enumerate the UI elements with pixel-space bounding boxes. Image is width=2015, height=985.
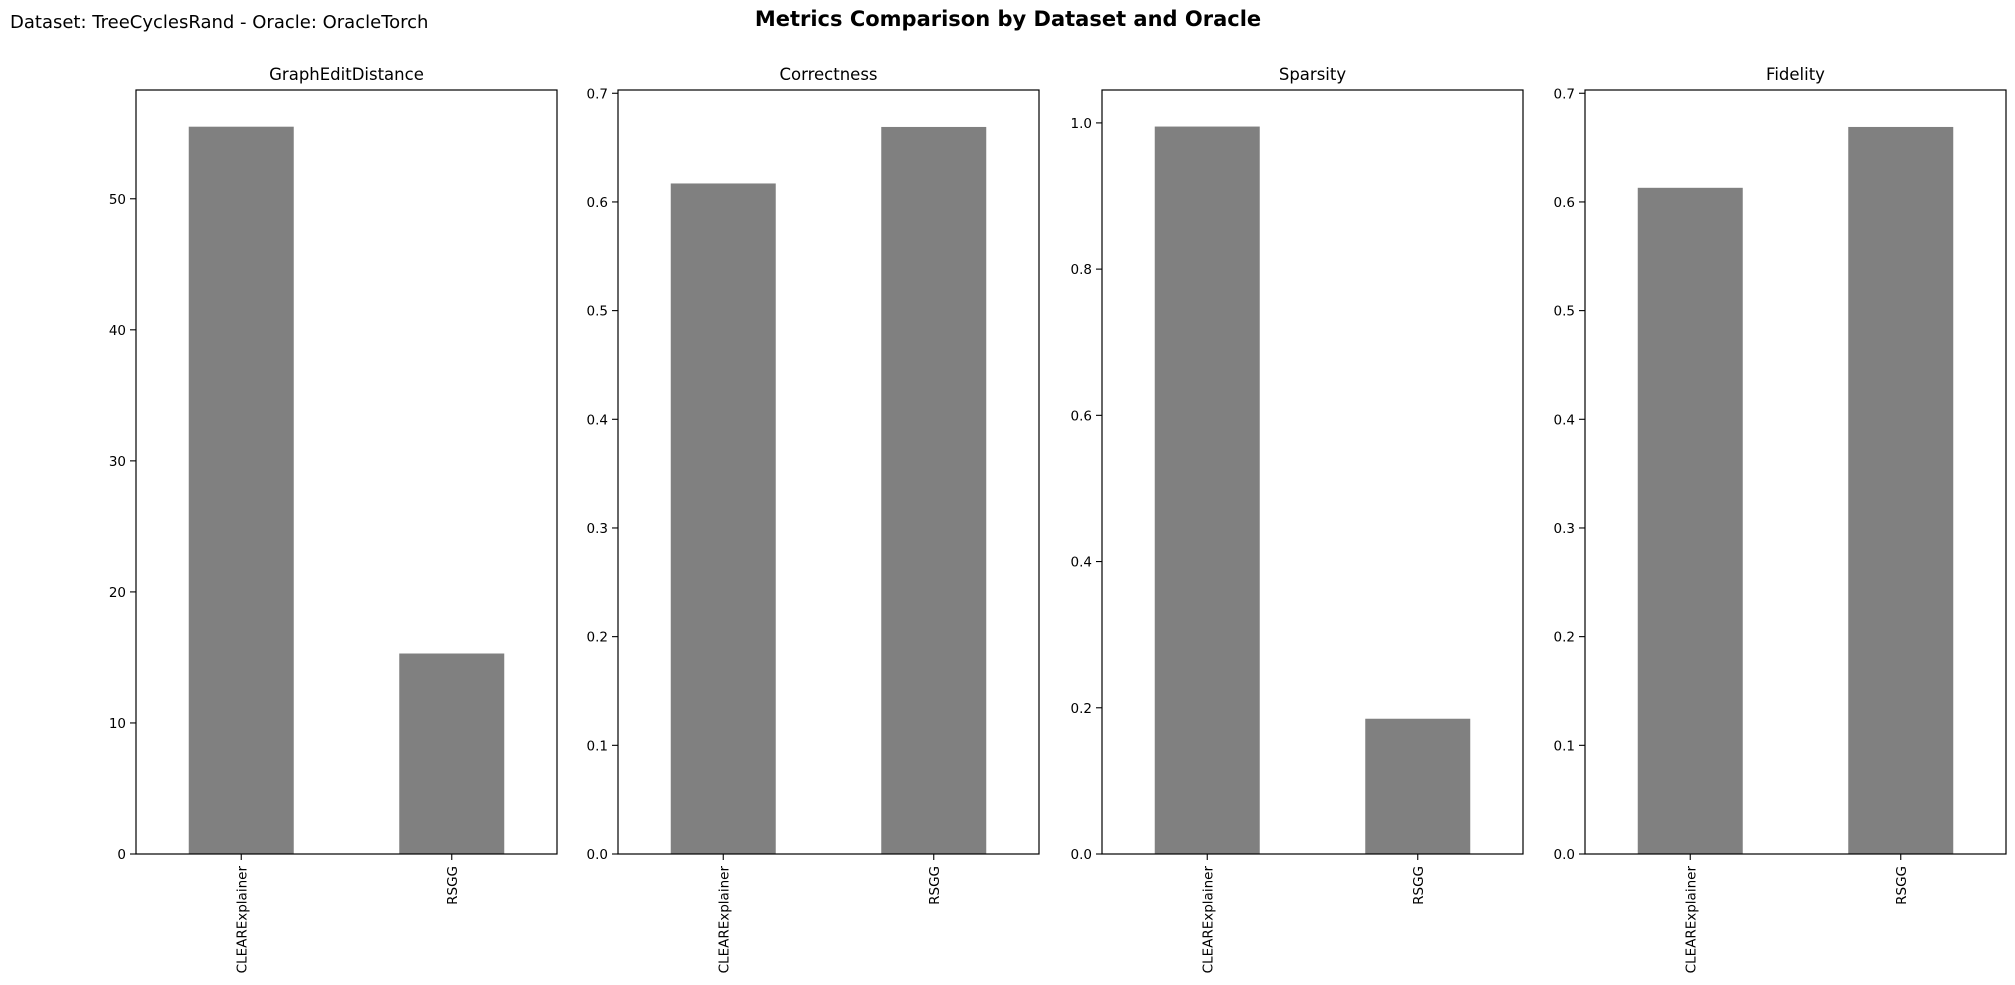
y-tick-label: 0.3 — [587, 521, 608, 537]
y-tick-label: 0.6 — [587, 195, 608, 211]
y-tick-label: 0.2 — [587, 630, 608, 646]
bar-clearexplainer — [188, 126, 294, 854]
y-tick-label: 0.0 — [587, 847, 608, 863]
y-tick-label: 0.2 — [1071, 701, 1092, 717]
y-tick-label: 0.6 — [1554, 195, 1575, 211]
bar-clearexplainer — [1637, 187, 1743, 854]
bar-rsgg — [1848, 126, 1954, 855]
axes-frame — [617, 89, 1040, 855]
y-tick-label: 0.0 — [1554, 847, 1575, 863]
figure-title: Metrics Comparison by Dataset and Oracle — [755, 7, 1261, 31]
axes-frame — [135, 89, 558, 855]
panel-title: Correctness — [779, 65, 877, 84]
y-tick-label: 0.1 — [587, 738, 608, 754]
y-tick-label: 40 — [109, 323, 126, 339]
x-tick-label: CLEARExplainer — [716, 866, 732, 974]
y-tick-label: 0.3 — [1554, 521, 1575, 537]
y-tick-label: 0.4 — [1071, 555, 1092, 571]
y-tick-label: 0.4 — [587, 412, 608, 428]
bar-clearexplainer — [670, 183, 776, 855]
panel-title: Sparsity — [1279, 65, 1346, 84]
bar-rsgg — [881, 126, 987, 855]
y-tick-label: 0.5 — [1554, 304, 1575, 320]
chart-panel-fidelity: Fidelity 0.0 0.1 0.2 0.3 0.4 0.5 0.6 0.7 CLEARExp… — [1554, 65, 2007, 974]
chart-panel-correctness: Correctness 0.0 0.1 0.2 0.3 0.4 0.5 0.6 0.7 CLEAR… — [587, 65, 1040, 974]
bar-rsgg — [1365, 718, 1471, 854]
x-tick-label: CLEARExplainer — [1200, 866, 1216, 974]
panel-title: GraphEditDistance — [269, 65, 424, 84]
y-tick-label: 20 — [109, 585, 126, 601]
x-tick-label: RSGG — [927, 866, 943, 905]
chart-panel-grapheditdistance: GraphEditDistance 0 10 20 30 40 50 CLEARExplain… — [109, 65, 558, 974]
bar-rsgg — [399, 653, 505, 854]
y-tick-label: 1.0 — [1071, 116, 1092, 132]
x-tick-label: RSGG — [1894, 866, 1910, 905]
bar-clearexplainer — [1154, 126, 1260, 854]
y-tick-label: 0.5 — [587, 304, 608, 320]
x-tick-label: CLEARExplainer — [1683, 866, 1699, 974]
y-tick-label: 30 — [109, 454, 126, 470]
y-tick-label: 10 — [109, 716, 126, 732]
x-tick-label: CLEARExplainer — [234, 866, 250, 974]
axes-frame — [1101, 89, 1524, 855]
y-tick-label: 0.4 — [1554, 412, 1575, 428]
y-tick-label: 0.1 — [1554, 738, 1575, 754]
y-tick-label: 0.6 — [1071, 408, 1092, 424]
y-tick-label: 0.7 — [587, 86, 608, 102]
panel-title: Fidelity — [1766, 65, 1825, 84]
y-tick-label: 0.2 — [1554, 630, 1575, 646]
y-tick-label: 0.8 — [1071, 262, 1092, 278]
chart-panel-sparsity: Sparsity 0.0 0.2 0.4 0.6 0.8 1.0 CLEARExplainer… — [1071, 65, 1524, 974]
y-tick-label: 50 — [109, 192, 126, 208]
y-tick-label: 0 — [117, 847, 126, 863]
axes-frame — [1584, 89, 2007, 855]
x-tick-label: RSGG — [445, 866, 461, 905]
chart-panels: GraphEditDistance 0 10 20 30 40 50 CLEARExplain… — [109, 65, 2007, 974]
y-tick-label: 0.0 — [1071, 847, 1092, 863]
y-tick-label: 0.7 — [1554, 86, 1575, 102]
x-tick-label: RSGG — [1411, 866, 1427, 905]
figure-subtitle: Dataset: TreeCyclesRand - Oracle: Oracle… — [10, 12, 428, 33]
